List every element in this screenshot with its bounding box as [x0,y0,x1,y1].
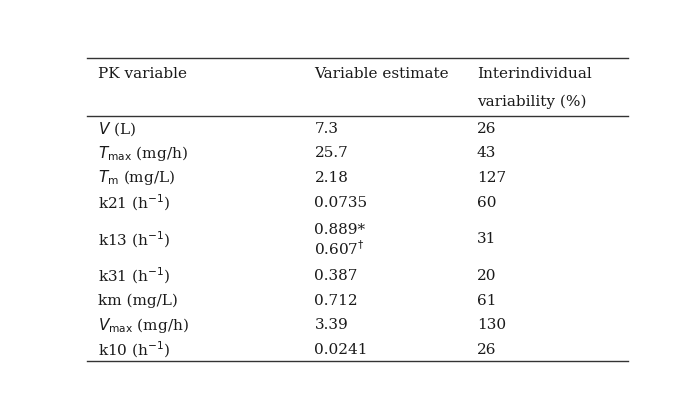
Text: Variable estimate: Variable estimate [314,66,449,81]
Text: 0.712: 0.712 [314,293,358,307]
Text: 3.39: 3.39 [314,318,348,332]
Text: 31: 31 [477,232,496,246]
Text: 7.3: 7.3 [314,121,339,135]
Text: 2.18: 2.18 [314,171,348,185]
Text: 26: 26 [477,342,496,356]
Text: $\mathit{V}_{\mathrm{max}}$ (mg/h): $\mathit{V}_{\mathrm{max}}$ (mg/h) [98,315,189,334]
Text: 43: 43 [477,146,496,160]
Text: $\mathit{V}$ (L): $\mathit{V}$ (L) [98,120,136,138]
Text: $\mathit{T}_{\mathrm{max}}$ (mg/h): $\mathit{T}_{\mathrm{max}}$ (mg/h) [98,144,188,163]
Text: k21 (h$^{-1}$): k21 (h$^{-1}$) [98,192,170,212]
Text: $\mathit{T}_{\mathrm{m}}$ (mg/L): $\mathit{T}_{\mathrm{m}}$ (mg/L) [98,168,175,187]
Text: 130: 130 [477,318,506,332]
Text: 0.387: 0.387 [314,268,358,282]
Text: 0.0241: 0.0241 [314,342,368,356]
Text: k10 (h$^{-1}$): k10 (h$^{-1}$) [98,339,170,359]
Text: 0.0735: 0.0735 [314,195,368,209]
Text: 61: 61 [477,293,496,307]
Text: PK variable: PK variable [98,66,187,81]
Text: k31 (h$^{-1}$): k31 (h$^{-1}$) [98,265,170,286]
Text: k13 (h$^{-1}$): k13 (h$^{-1}$) [98,229,170,249]
Text: km (mg/L): km (mg/L) [98,293,178,307]
Text: 25.7: 25.7 [314,146,348,160]
Text: 26: 26 [477,121,496,135]
Text: 20: 20 [477,268,496,282]
Text: 0.607$^{\dagger}$: 0.607$^{\dagger}$ [314,239,365,257]
Text: 127: 127 [477,171,506,185]
Text: 60: 60 [477,195,496,209]
Text: 0.889*: 0.889* [314,223,366,237]
Text: variability (%): variability (%) [477,95,586,109]
Text: Interindividual: Interindividual [477,66,591,81]
